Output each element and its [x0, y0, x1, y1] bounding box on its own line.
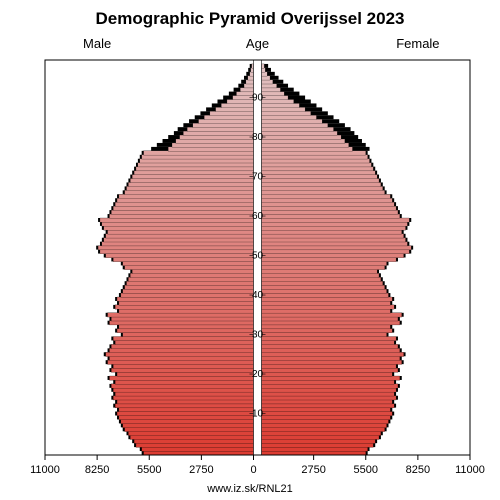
- chart-title: Demographic Pyramid Overijssel 2023: [96, 9, 405, 28]
- svg-text:40: 40: [252, 290, 264, 301]
- svg-text:2750: 2750: [189, 464, 213, 476]
- svg-text:0: 0: [250, 464, 256, 476]
- svg-text:5500: 5500: [137, 464, 161, 476]
- svg-text:20: 20: [252, 369, 264, 380]
- svg-text:80: 80: [252, 132, 264, 143]
- svg-text:70: 70: [252, 172, 264, 183]
- female-label: Female: [396, 36, 439, 51]
- source-text: www.iz.sk/RNL21: [206, 483, 293, 495]
- pyramid-chart: 11000 11000 8250 8250 5500 5500 2750 2750 0 10 20 3…: [0, 0, 500, 500]
- svg-text:11000: 11000: [30, 464, 60, 476]
- svg-text:10: 10: [252, 409, 264, 420]
- svg-text:8250: 8250: [85, 464, 109, 476]
- male-label: Male: [83, 36, 111, 51]
- svg-text:2750: 2750: [301, 464, 325, 476]
- svg-text:60: 60: [252, 211, 264, 222]
- svg-text:11000: 11000: [455, 464, 485, 476]
- svg-text:5500: 5500: [354, 464, 378, 476]
- svg-text:90: 90: [252, 93, 264, 104]
- svg-text:8250: 8250: [406, 464, 430, 476]
- age-label: Age: [246, 36, 269, 51]
- svg-text:50: 50: [252, 251, 264, 262]
- svg-text:30: 30: [252, 330, 264, 341]
